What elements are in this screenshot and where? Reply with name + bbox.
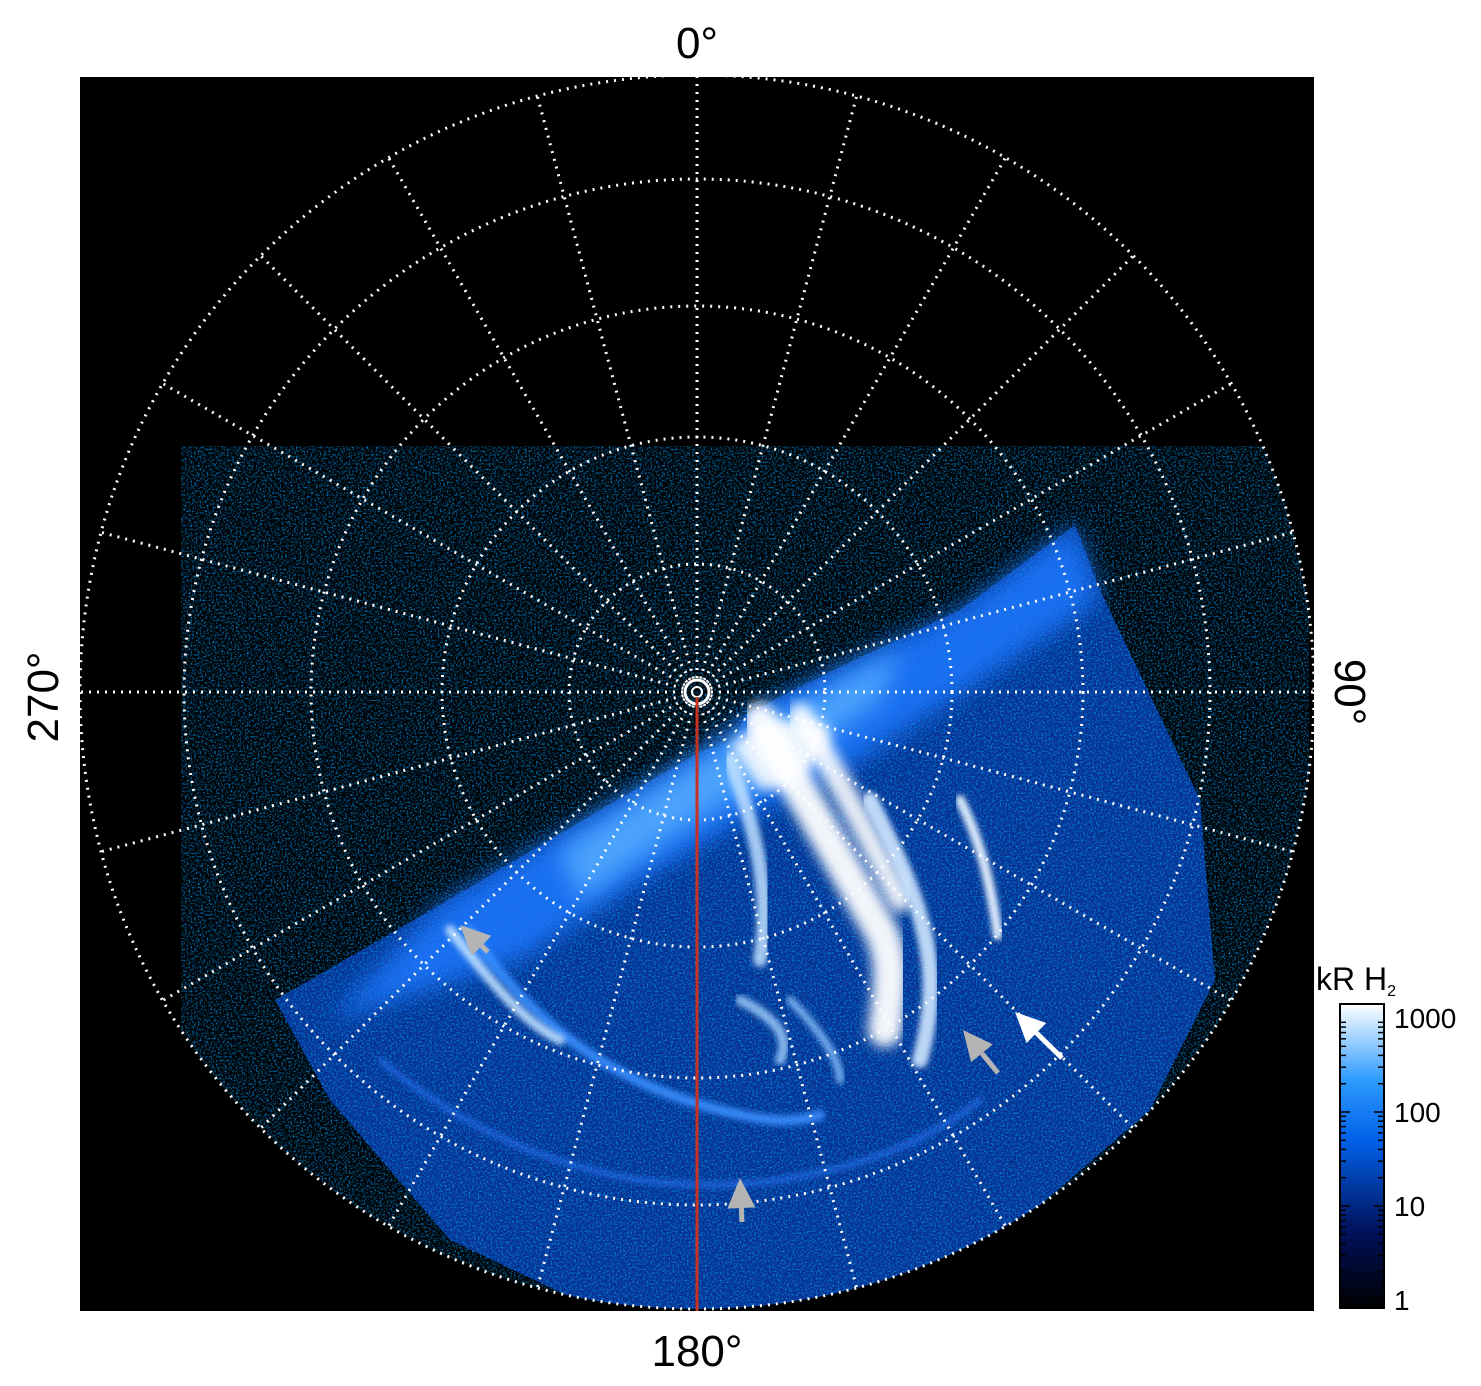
aurora-bright-features [330,525,1100,1188]
annotation-arrow [727,1178,756,1223]
annotation-arrow [963,1030,1000,1075]
aurora-arc [445,925,565,1045]
label-right: 90° [1325,659,1374,726]
aurora-arc [955,795,1003,940]
grid-ring [182,177,1212,1207]
colorbar-tick-label: 100 [1394,1097,1441,1128]
aurora-arc [735,995,789,1065]
colorbar-gradient [1339,1003,1385,1309]
aurora-arc [465,925,825,1126]
aurora-arc [786,996,844,1084]
annotation-arrow [1015,1012,1064,1060]
aurora-region [730,720,830,790]
noise-texture [275,525,1215,1309]
colorbar-ticks: 1000 100 10 1 [1340,1003,1456,1316]
label-top: 0° [676,19,718,68]
label-left: 270° [19,651,68,742]
colorbar-tick-label: 1000 [1394,1003,1456,1034]
colorbar-title: kR H2 [1316,961,1396,1000]
aurora-image [275,525,1215,1309]
annotation-arrow [460,925,492,956]
aurora-arc [862,792,939,1068]
colorbar: kR H2 1000 100 10 1 [1316,961,1456,1316]
label-bottom: 180° [651,1327,742,1376]
aurora-arc [377,1057,983,1188]
colorbar-tick-label: 1 [1394,1285,1410,1316]
feature-arrows [460,925,1064,1223]
grid-ring [309,304,1085,1080]
colorbar-tick-label: 10 [1394,1191,1425,1222]
